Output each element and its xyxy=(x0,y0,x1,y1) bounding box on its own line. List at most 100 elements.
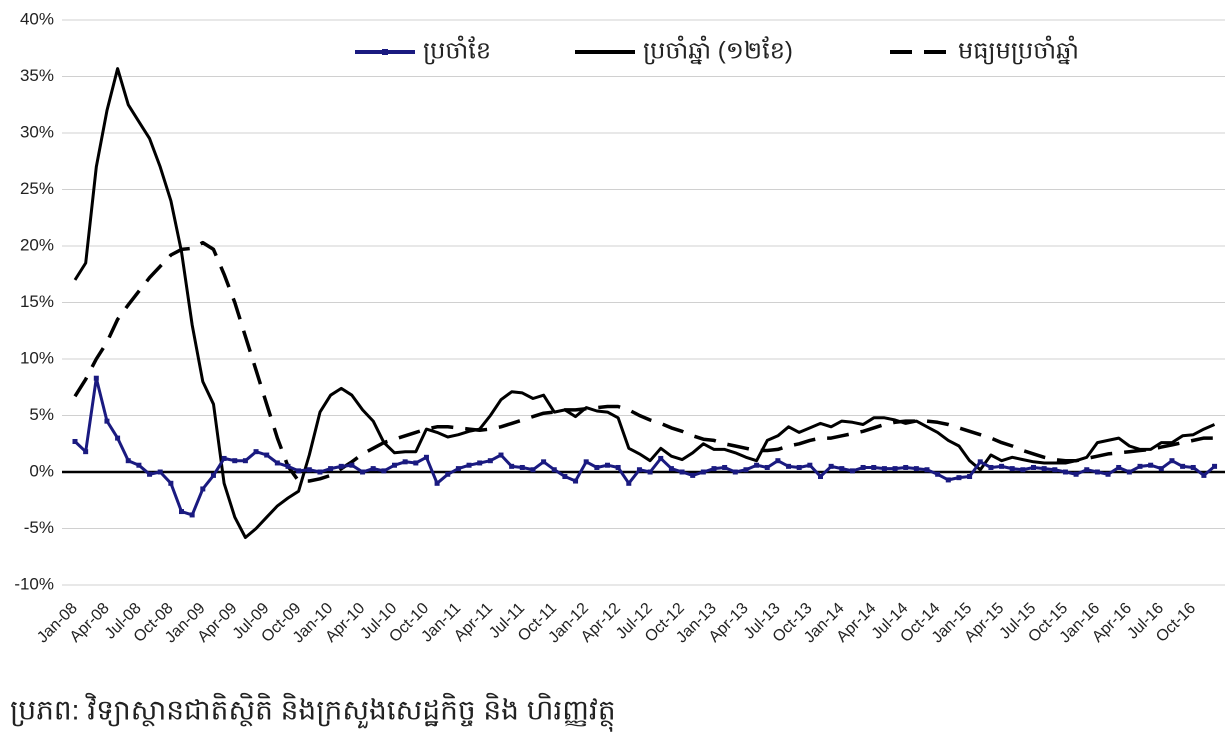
y-tick-label: 5% xyxy=(29,405,54,424)
point-marker xyxy=(1116,464,1122,470)
point-marker xyxy=(1009,466,1015,472)
point-marker xyxy=(786,463,792,469)
point-marker xyxy=(338,463,344,469)
point-marker xyxy=(1126,469,1132,475)
point-marker xyxy=(1052,467,1058,473)
point-marker xyxy=(828,463,834,469)
point-marker xyxy=(210,472,216,478)
legend-label: ប្រចាំខែ xyxy=(423,35,491,64)
point-marker xyxy=(509,463,515,469)
point-marker xyxy=(605,462,610,468)
point-marker xyxy=(551,467,557,473)
point-marker xyxy=(1180,463,1186,469)
point-marker xyxy=(1020,467,1026,473)
point-marker xyxy=(1201,472,1207,478)
point-marker xyxy=(423,454,429,460)
point-marker xyxy=(306,467,312,473)
point-marker xyxy=(754,462,760,468)
point-marker xyxy=(232,458,238,464)
point-marker xyxy=(274,460,280,466)
y-tick-label: -5% xyxy=(24,518,54,537)
point-marker xyxy=(967,474,973,480)
point-marker xyxy=(434,480,440,486)
legend-label: មធ្យមប្រចាំឆ្នាំ xyxy=(958,35,1079,64)
point-marker xyxy=(253,449,259,455)
point-marker xyxy=(892,466,898,472)
point-marker xyxy=(487,458,493,464)
point-marker xyxy=(594,464,600,470)
y-tick-label: 25% xyxy=(20,179,54,198)
point-marker xyxy=(285,463,291,469)
point-marker xyxy=(477,460,483,466)
legend-label: ប្រចាំឆ្នាំ (១២ខែ) xyxy=(643,35,793,64)
y-tick-label: 0% xyxy=(29,461,54,480)
point-marker xyxy=(732,469,738,475)
y-tick-label: -10% xyxy=(14,574,54,593)
point-marker xyxy=(1031,464,1036,470)
point-marker xyxy=(242,458,248,464)
y-tick-label: 10% xyxy=(20,348,54,367)
point-marker xyxy=(913,466,919,472)
point-marker xyxy=(455,466,461,472)
point-marker xyxy=(1105,471,1111,477)
point-marker xyxy=(945,477,951,483)
point-marker xyxy=(562,474,568,480)
point-marker xyxy=(200,486,206,492)
point-marker xyxy=(147,471,153,477)
point-marker xyxy=(328,466,334,472)
point-marker xyxy=(818,474,823,480)
point-marker xyxy=(1073,471,1079,477)
point-marker xyxy=(168,480,174,486)
point-marker xyxy=(977,459,983,465)
point-marker xyxy=(700,469,706,475)
point-marker xyxy=(115,435,121,441)
point-marker xyxy=(668,466,674,472)
point-marker xyxy=(1084,467,1090,473)
point-marker xyxy=(189,512,195,518)
point-marker xyxy=(104,418,110,424)
point-marker xyxy=(924,467,930,473)
y-tick-label: 15% xyxy=(20,292,54,311)
point-marker xyxy=(402,459,408,465)
point-marker xyxy=(93,375,99,381)
point-marker xyxy=(530,467,536,473)
point-marker xyxy=(392,462,397,468)
point-marker xyxy=(583,459,589,465)
point-marker xyxy=(296,468,302,474)
point-marker xyxy=(541,459,547,465)
point-marker xyxy=(1094,469,1100,475)
point-marker xyxy=(1212,463,1218,469)
point-marker xyxy=(264,452,270,458)
point-marker xyxy=(679,469,685,475)
point-marker xyxy=(317,469,323,475)
point-marker xyxy=(83,449,89,455)
point-marker xyxy=(881,466,887,472)
point-marker xyxy=(72,438,78,444)
point-marker xyxy=(360,469,366,475)
legend-marker xyxy=(382,49,388,55)
point-marker xyxy=(956,475,962,481)
series-line xyxy=(73,240,1215,483)
point-marker xyxy=(860,464,866,470)
point-marker xyxy=(636,467,642,473)
point-marker xyxy=(221,455,227,461)
point-marker xyxy=(519,464,525,470)
point-marker xyxy=(1148,462,1154,468)
point-marker xyxy=(1169,458,1175,464)
point-marker xyxy=(615,464,621,470)
point-marker xyxy=(849,468,855,474)
point-marker xyxy=(935,471,941,477)
point-marker xyxy=(775,458,781,464)
point-marker xyxy=(445,471,451,477)
series-line xyxy=(73,67,1216,539)
point-marker xyxy=(136,462,142,468)
point-marker xyxy=(871,464,877,470)
point-marker xyxy=(807,462,813,468)
point-marker xyxy=(658,455,664,461)
point-marker xyxy=(999,463,1005,469)
point-marker xyxy=(573,478,579,484)
point-marker xyxy=(796,464,802,470)
point-marker xyxy=(1041,466,1047,472)
point-marker xyxy=(498,452,504,458)
